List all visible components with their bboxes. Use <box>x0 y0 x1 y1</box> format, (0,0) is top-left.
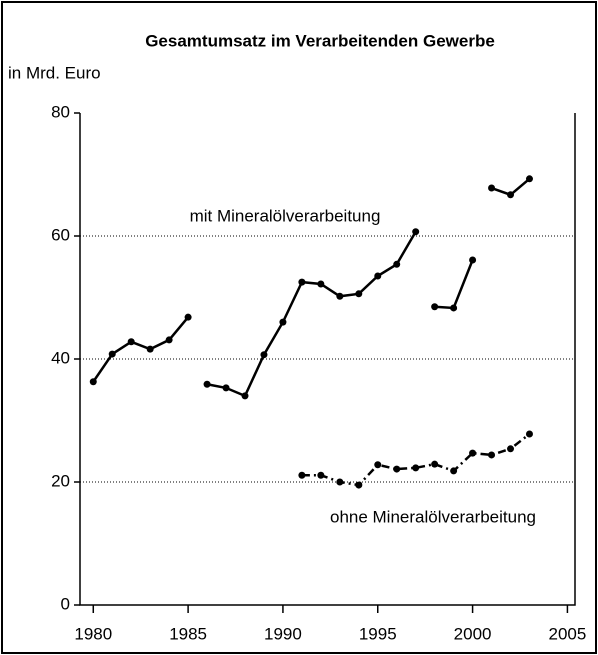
point <box>108 350 116 358</box>
point <box>412 228 420 236</box>
y-axis-label: in Mrd. Euro <box>8 63 101 82</box>
series-annotation: ohne Mineralölverarbeitung <box>330 507 536 526</box>
y-tick-label: 40 <box>51 348 70 367</box>
point <box>431 460 439 468</box>
x-tick-label: 2005 <box>548 624 586 643</box>
series-line <box>301 433 531 487</box>
y-tick-label: 20 <box>51 471 70 490</box>
point <box>374 461 382 469</box>
series-line <box>434 259 474 310</box>
point <box>450 467 458 475</box>
point <box>412 464 420 472</box>
series-line <box>206 231 417 398</box>
point <box>222 384 230 392</box>
x-tick-label: 1995 <box>359 624 397 643</box>
point <box>260 351 268 359</box>
point <box>525 430 533 438</box>
point <box>241 392 249 400</box>
point <box>127 338 135 346</box>
y-tick-label: 0 <box>61 594 70 613</box>
x-tick-label: 2000 <box>454 624 492 643</box>
x-tick-label: 1990 <box>264 624 302 643</box>
point <box>298 471 306 479</box>
point <box>374 272 382 280</box>
point <box>89 378 97 386</box>
point <box>393 465 401 473</box>
x-tick-label: 1980 <box>74 624 112 643</box>
point <box>146 345 154 353</box>
series-line <box>92 316 190 383</box>
point <box>336 478 344 486</box>
point <box>317 471 325 479</box>
point <box>507 191 515 199</box>
point <box>488 451 496 459</box>
point <box>488 184 496 192</box>
point <box>165 336 173 344</box>
point <box>317 280 325 288</box>
point <box>393 260 401 268</box>
series-annotation: mit Mineralölverarbeitung <box>190 206 381 225</box>
point <box>469 256 477 264</box>
point <box>184 313 192 321</box>
chart-title: Gesamtumsatz im Verarbeitenden Gewerbe <box>145 31 495 50</box>
y-tick-label: 60 <box>51 225 70 244</box>
point <box>336 292 344 300</box>
y-tick-label: 80 <box>51 102 70 121</box>
point <box>431 303 439 311</box>
point <box>355 290 363 298</box>
point <box>525 175 533 183</box>
point <box>355 481 363 489</box>
point <box>279 318 287 326</box>
point <box>469 449 477 457</box>
point <box>203 380 211 388</box>
point <box>507 445 515 453</box>
point <box>298 278 306 286</box>
point <box>450 304 458 312</box>
x-tick-label: 1985 <box>169 624 207 643</box>
axes <box>79 113 576 606</box>
